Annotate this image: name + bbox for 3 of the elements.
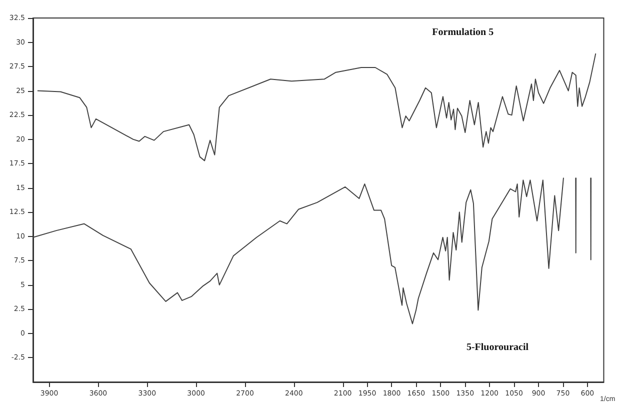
line-series [37, 53, 596, 162]
annotation: 5-Fluorouracil [466, 342, 529, 353]
annotation: Formulation 5 [432, 27, 494, 38]
